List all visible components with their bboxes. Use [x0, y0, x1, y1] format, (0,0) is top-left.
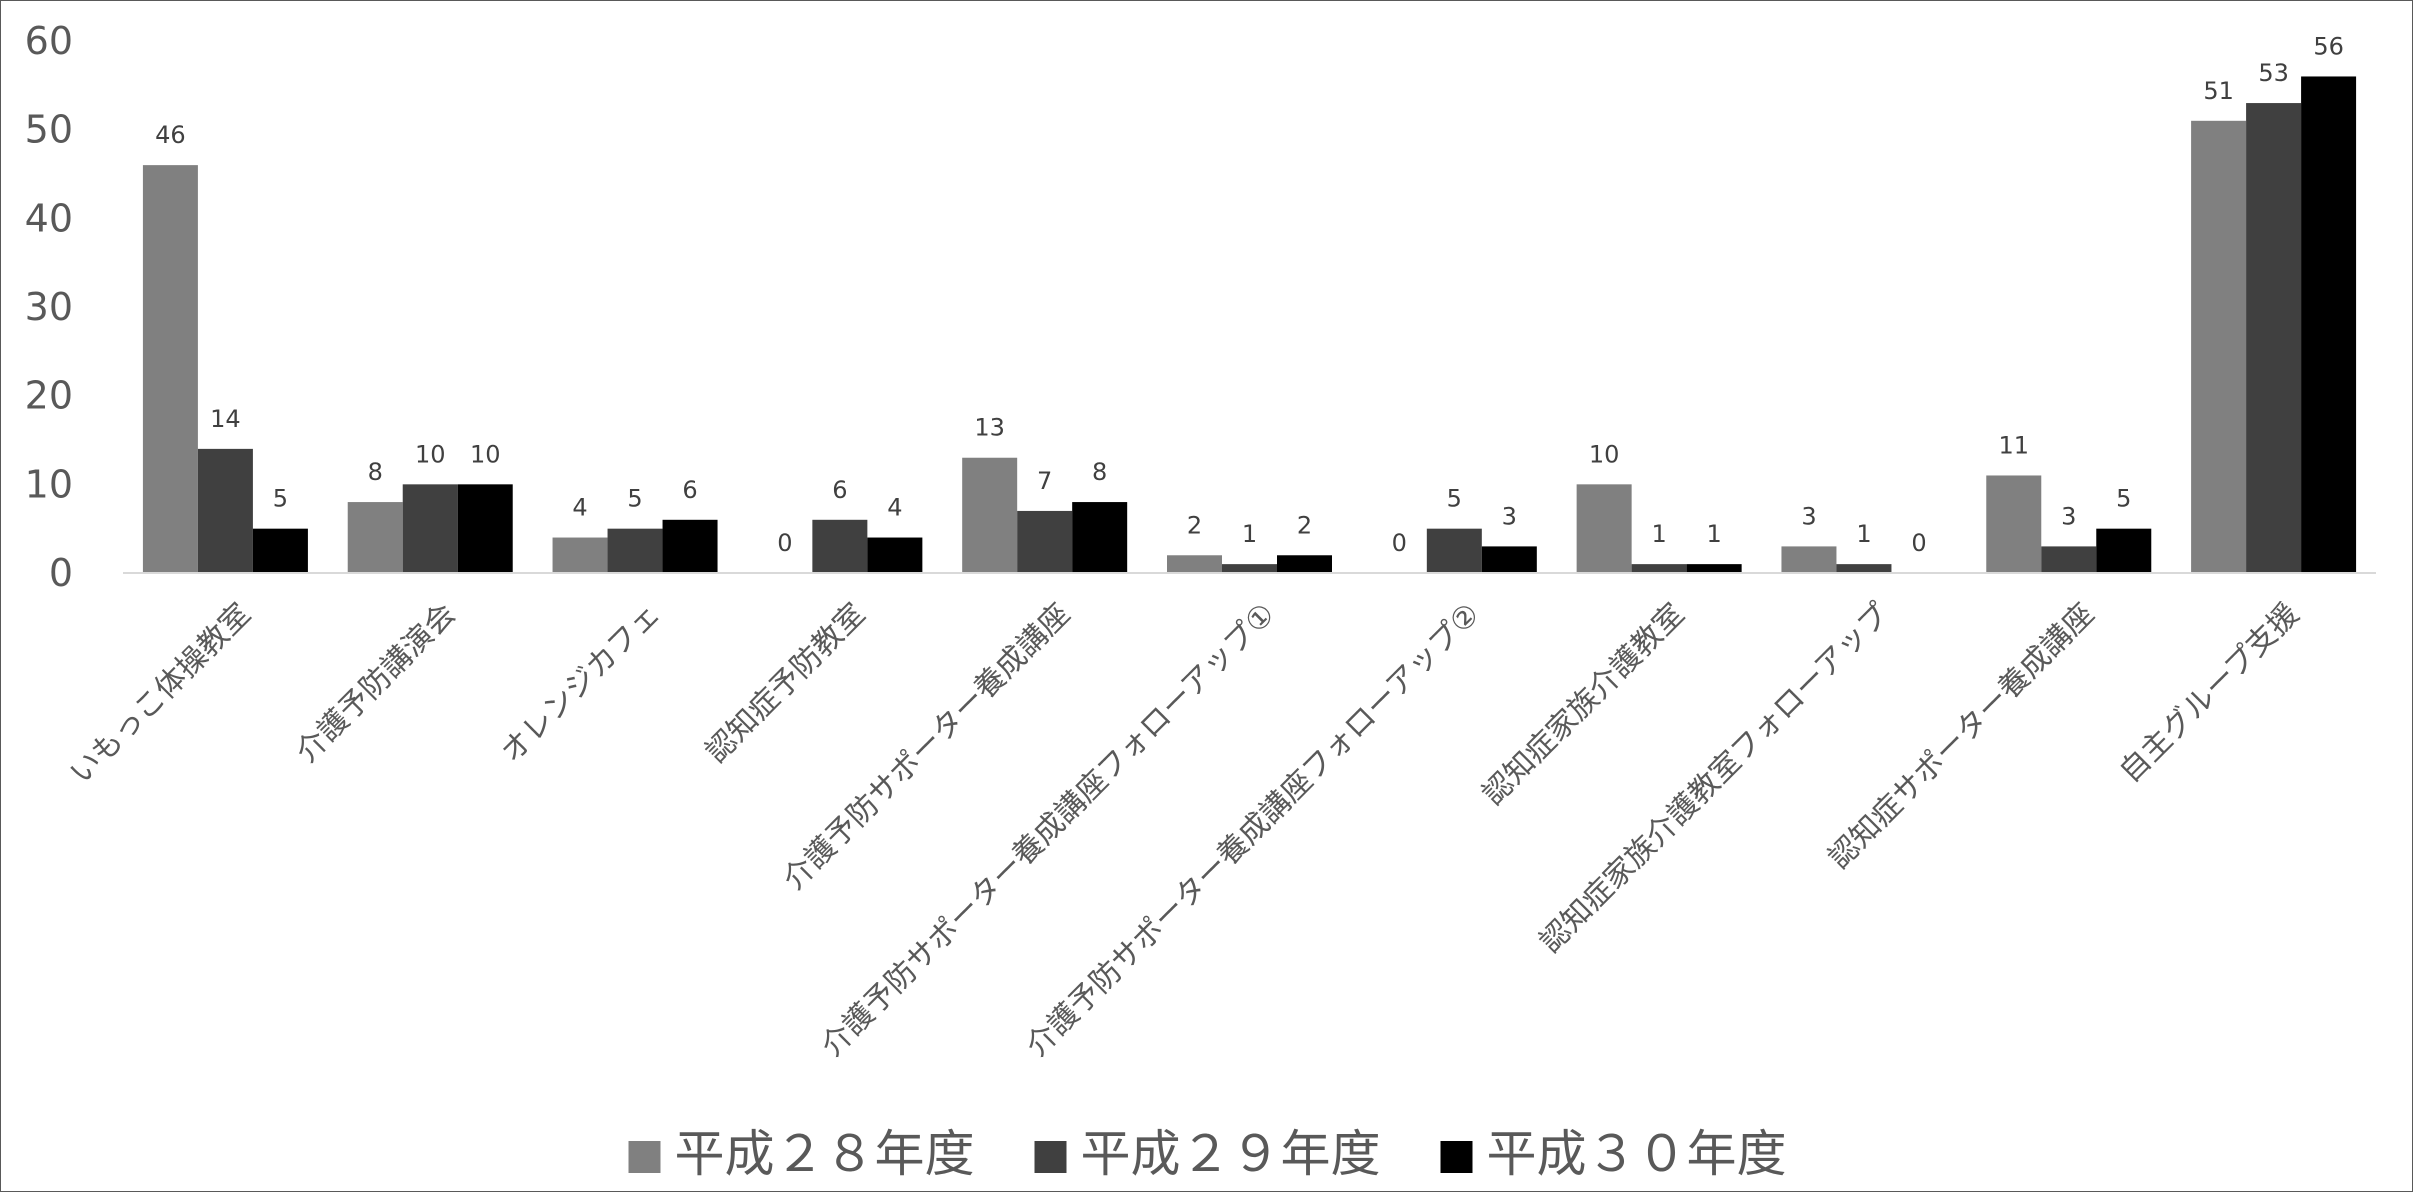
y-tick-label: 30 — [25, 285, 73, 329]
category-label: いもっこ体操教室 — [63, 597, 257, 791]
legend-swatch — [628, 1141, 661, 1173]
data-label: 56 — [2313, 32, 2344, 60]
bar — [2096, 528, 2152, 573]
data-label: 4 — [887, 494, 902, 522]
bar — [457, 484, 513, 573]
data-label: 0 — [777, 529, 792, 557]
legend-label: 平成２８年度 — [675, 1125, 975, 1183]
data-label: 14 — [210, 405, 241, 433]
bar — [962, 457, 1018, 573]
category-label: 認知症予防教室 — [699, 597, 872, 770]
bar — [1481, 546, 1537, 573]
data-label: 10 — [415, 440, 446, 468]
data-label: 3 — [2061, 502, 2076, 530]
bar — [1686, 564, 1742, 573]
legend-swatch — [1034, 1141, 1067, 1173]
category-label: 介護予防サポーター養成講座フォローアップ② — [1020, 597, 1487, 1064]
category-label: 介護予防サポーター養成講座フォローアップ① — [815, 597, 1282, 1064]
data-label: 1 — [1651, 520, 1666, 548]
category-label: オレンジカフェ — [494, 597, 667, 770]
bar — [662, 519, 718, 573]
bar — [1631, 564, 1687, 573]
bar — [1277, 555, 1332, 573]
bar — [197, 448, 253, 573]
x-axis: いもっこ体操教室 介護予防講演会 オレンジカフェ 認知症予防教室介護予防サポーター養成… — [63, 597, 2306, 1064]
data-label: 10 — [470, 440, 501, 468]
data-label: 0 — [1911, 529, 1926, 557]
legend-label: 平成２９年度 — [1081, 1125, 1381, 1183]
bar — [867, 537, 923, 573]
data-label: 46 — [155, 121, 186, 149]
bar-series-group — [142, 76, 2357, 574]
data-label: 0 — [1392, 529, 1407, 557]
category-label: 介護予防講演会 — [289, 597, 462, 770]
bar — [2246, 103, 2302, 574]
legend-swatch — [1440, 1141, 1473, 1173]
bar — [142, 165, 198, 573]
bar — [812, 519, 868, 573]
bar — [1781, 546, 1837, 573]
y-tick-label: 40 — [25, 196, 73, 240]
y-tick-label: 50 — [25, 108, 73, 152]
bar — [347, 502, 403, 573]
data-label: 8 — [1092, 458, 1107, 486]
data-label: 2 — [1187, 511, 1202, 539]
data-label: 6 — [832, 476, 847, 504]
data-label: 1 — [1706, 520, 1721, 548]
legend: 平成２８年度 平成２９年度 平成３０年度 — [628, 1125, 1787, 1183]
category-label: 認知症家族介護教室フォローアップ — [1533, 597, 1896, 960]
data-label: 2 — [1297, 511, 1312, 539]
bar — [1167, 555, 1222, 573]
category-label: 認知症家族介護教室 — [1476, 597, 1692, 813]
data-label: 3 — [1502, 502, 1517, 530]
bar — [2301, 76, 2357, 573]
bar — [1426, 528, 1482, 573]
data-label: 1 — [1242, 520, 1257, 548]
bar — [607, 528, 663, 573]
data-label: 1 — [1856, 520, 1871, 548]
bar — [1072, 502, 1128, 573]
data-label: 6 — [682, 476, 697, 504]
bar — [252, 528, 308, 573]
data-label: 8 — [368, 458, 383, 486]
bar — [1576, 484, 1632, 573]
legend-label: 平成３０年度 — [1487, 1125, 1787, 1183]
data-label: 5 — [627, 485, 642, 513]
y-tick-label: 20 — [25, 374, 73, 418]
bar — [2041, 546, 2097, 573]
y-tick-label: 60 — [25, 19, 73, 63]
data-label: 13 — [974, 414, 1005, 442]
bar — [402, 484, 458, 573]
data-label: 51 — [2203, 77, 2234, 105]
data-label: 5 — [273, 485, 288, 513]
category-label: 自主グループ支援 — [2113, 597, 2306, 790]
bar — [1986, 475, 2042, 573]
data-label: 3 — [1801, 502, 1816, 530]
bar — [1836, 564, 1892, 573]
y-tick-label: 0 — [49, 551, 73, 595]
bar — [1222, 564, 1277, 573]
data-label: 10 — [1589, 440, 1620, 468]
data-label: 4 — [572, 494, 587, 522]
y-tick-label: 10 — [25, 462, 73, 506]
y-axis: 0 10 20 30 40 50 60 — [25, 19, 73, 595]
data-label: 7 — [1037, 467, 1052, 495]
data-label: 5 — [1447, 485, 1462, 513]
data-label: 53 — [2258, 59, 2289, 87]
data-label: 11 — [1998, 431, 2029, 459]
bar — [2191, 120, 2247, 574]
bar — [1017, 510, 1073, 573]
bar — [552, 537, 608, 573]
data-label: 5 — [2116, 485, 2131, 513]
